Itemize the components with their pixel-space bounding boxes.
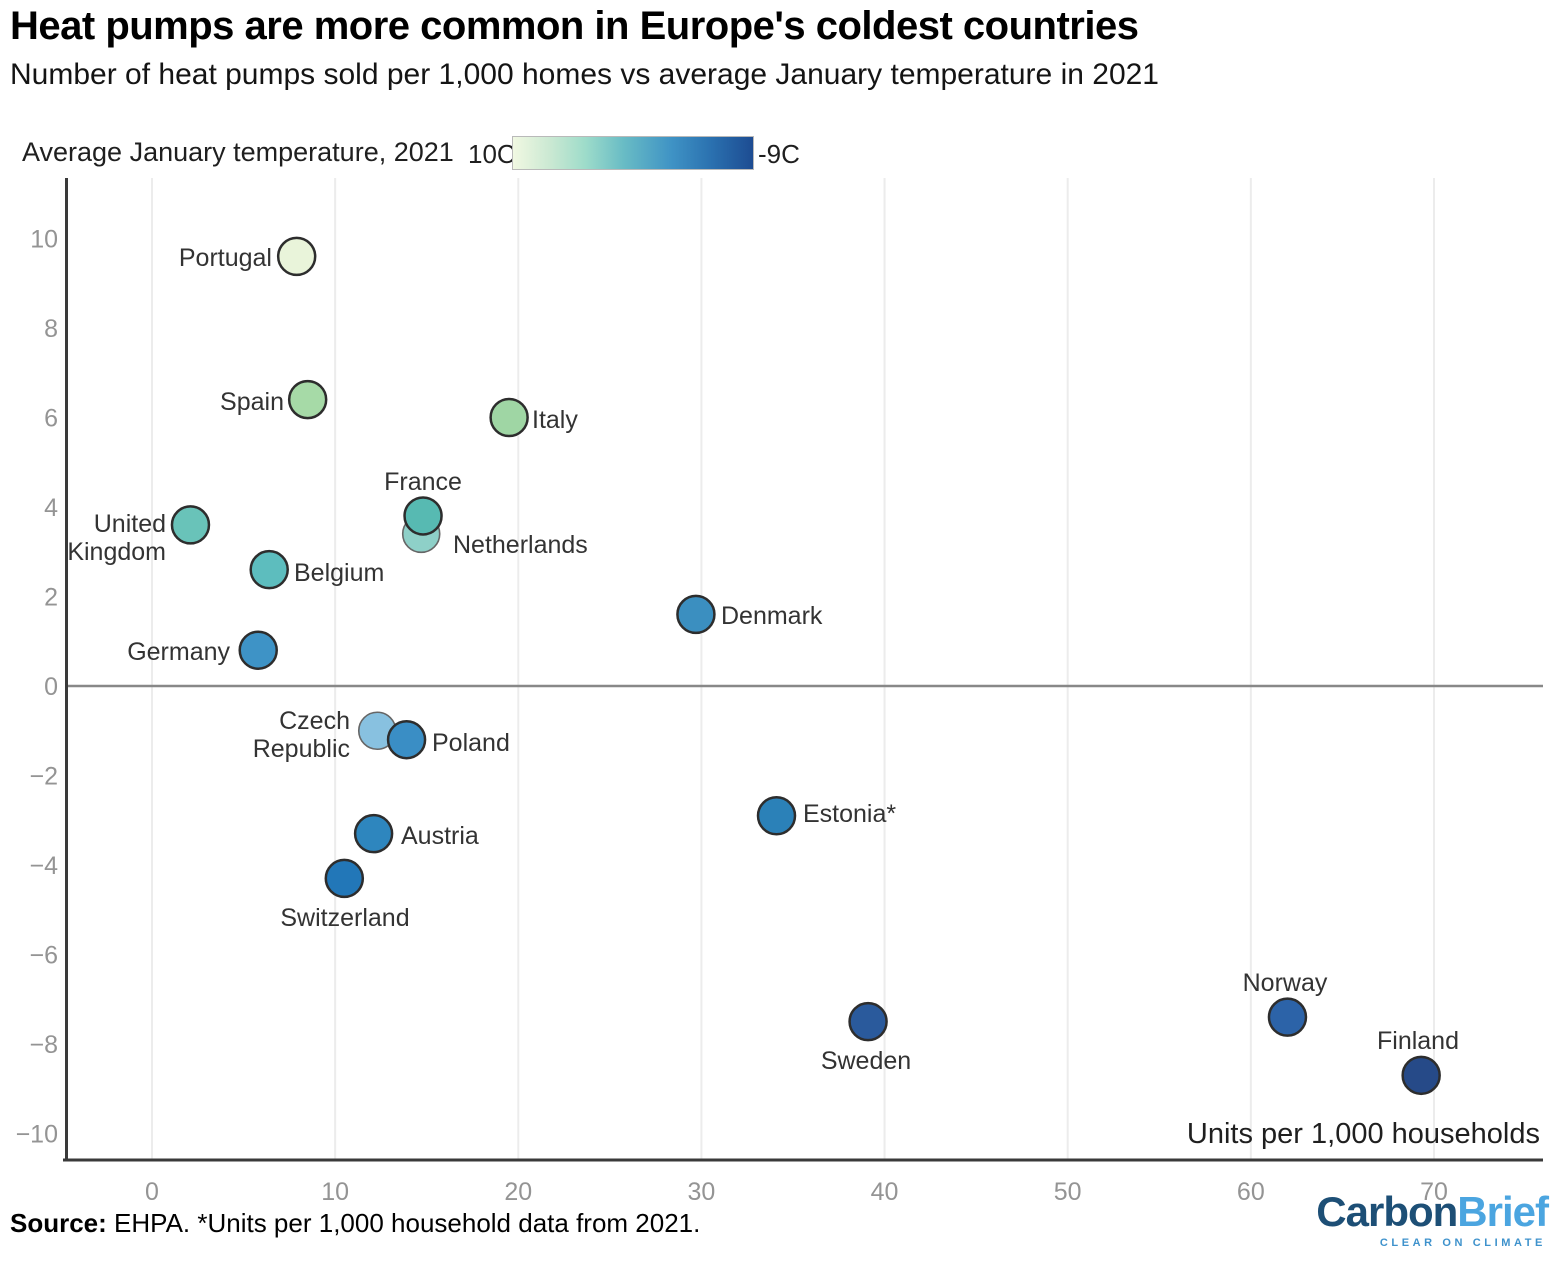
color-legend-max-label: -9C	[758, 139, 800, 169]
x-tick-label-60: 60	[1237, 1178, 1265, 1206]
country-label-portugal: Portugal	[179, 244, 272, 272]
country-label-spain: Spain	[220, 388, 284, 416]
country-label-united-kingdom: Kingdom	[67, 538, 166, 566]
y-tick-label--10: −10	[16, 1121, 58, 1149]
chart-subtitle: Number of heat pumps sold per 1,000 home…	[10, 58, 1159, 91]
country-label-switzerland: Switzerland	[280, 904, 409, 932]
x-tick-label-10: 10	[321, 1178, 349, 1206]
data-point-norway[interactable]	[1267, 997, 1308, 1037]
color-legend-gradient-bar	[512, 136, 754, 170]
country-label-austria: Austria	[401, 822, 479, 850]
x-tick-label-50: 50	[1054, 1178, 1082, 1206]
country-label-norway: Norway	[1243, 969, 1328, 997]
y-tick-label-10: 10	[30, 226, 58, 254]
y-tick-label--6: −6	[29, 942, 58, 970]
data-point-spain[interactable]	[287, 379, 328, 420]
carbonbrief-wordmark: CarbonBrief	[1316, 1188, 1549, 1235]
data-point-austria[interactable]	[353, 813, 394, 854]
x-axis-title: Units per 1,000 households	[1187, 1118, 1540, 1150]
country-label-belgium: Belgium	[294, 559, 384, 587]
source-text: EHPA. *Units per 1,000 household data fr…	[106, 1208, 701, 1238]
y-tick-label--2: −2	[29, 763, 58, 791]
country-label-estonia: Estonia*	[803, 800, 896, 828]
logo-brief-text: Brief	[1457, 1188, 1549, 1235]
country-label-france: France	[384, 468, 462, 496]
color-legend-min-label: 10C	[468, 139, 516, 169]
data-point-poland[interactable]	[386, 719, 427, 760]
y-tick-label-6: 6	[44, 405, 58, 433]
y-tick-label-4: 4	[44, 494, 58, 522]
carbonbrief-logo[interactable]: CarbonBrief CLEAR ON CLIMATE	[1316, 1188, 1549, 1250]
data-point-united-kingdom[interactable]	[170, 505, 211, 545]
x-tick-label-30: 30	[688, 1178, 716, 1206]
data-point-denmark[interactable]	[676, 594, 716, 635]
data-point-estonia[interactable]	[756, 796, 797, 836]
logo-tagline: CLEAR ON CLIMATE	[1379, 1237, 1546, 1250]
country-label-czech-republic: Republic	[253, 735, 350, 763]
source-note: Source: EHPA. *Units per 1,000 household…	[10, 1208, 700, 1239]
country-label-denmark: Denmark	[721, 602, 823, 630]
data-point-portugal[interactable]	[276, 236, 317, 277]
data-point-france[interactable]	[403, 496, 443, 536]
country-label-czech-republic: Czech	[279, 707, 350, 735]
data-point-germany[interactable]	[238, 630, 278, 670]
country-label-poland: Poland	[432, 729, 510, 757]
country-label-finland: Finland	[1377, 1027, 1459, 1055]
y-tick-label-2: 2	[44, 584, 58, 612]
data-point-belgium[interactable]	[249, 549, 289, 590]
y-tick-label-8: 8	[44, 315, 58, 343]
y-tick-label--4: −4	[29, 852, 58, 880]
x-tick-label-0: 0	[145, 1178, 159, 1206]
chart-title: Heat pumps are more common in Europe's c…	[10, 4, 1139, 48]
y-tick-label--8: −8	[29, 1031, 58, 1059]
color-legend-label: Average January temperature, 2021	[22, 137, 454, 167]
x-tick-label-40: 40	[871, 1178, 899, 1206]
x-tick-label-20: 20	[504, 1178, 532, 1206]
y-tick-label-0: 0	[44, 673, 58, 701]
x-tick-label-70: 70	[1420, 1178, 1448, 1206]
country-label-netherlands: Netherlands	[453, 531, 588, 559]
data-point-sweden[interactable]	[848, 1001, 888, 1042]
data-point-finland[interactable]	[1401, 1055, 1441, 1096]
country-label-italy: Italy	[532, 406, 578, 434]
data-point-italy[interactable]	[489, 397, 529, 438]
country-label-sweden: Sweden	[821, 1047, 911, 1075]
source-prefix: Source:	[10, 1208, 107, 1238]
country-label-germany: Germany	[127, 638, 230, 666]
logo-carbon-text: Carbon	[1316, 1188, 1458, 1235]
country-label-united-kingdom: United	[94, 510, 166, 538]
data-point-switzerland[interactable]	[324, 858, 365, 899]
